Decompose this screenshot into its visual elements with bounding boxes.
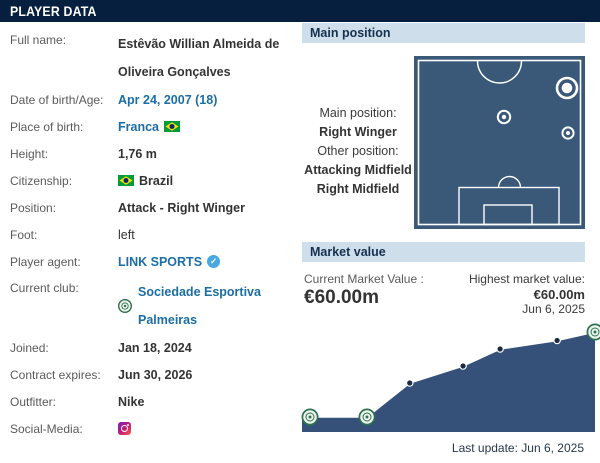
- main-position-header: Main position: [302, 23, 585, 43]
- main-position-label: Main position:: [319, 106, 397, 120]
- position-value: Attack - Right Winger: [118, 200, 245, 215]
- main-position-body: Main position: Right Winger Other positi…: [302, 43, 585, 232]
- page-header-bar: PLAYER DATA: [0, 0, 600, 22]
- agent-link[interactable]: LINK SPORTS: [118, 254, 203, 269]
- highest-value-amount: €60.00m: [533, 287, 585, 302]
- club-value: Sociedade Esportiva Palmeiras: [118, 275, 261, 334]
- dob-label: Date of birth/Age:: [10, 92, 104, 107]
- row-full-name: Full name: Estêvão Willian Almeida de Ol…: [10, 27, 298, 86]
- main-position-text: Main position: Right Winger Other positi…: [302, 76, 414, 199]
- citizenship-label: Citizenship:: [10, 173, 73, 188]
- outfitter-label: Outfitter:: [10, 394, 57, 409]
- birthplace-value: Franca: [118, 120, 180, 134]
- position-label: Position:: [10, 200, 57, 215]
- foot-value: left: [118, 227, 135, 242]
- right-panel: Main position Main position: Right Winge…: [301, 23, 600, 455]
- club-label: Current club:: [10, 281, 79, 295]
- joined-label: Joined:: [10, 340, 49, 355]
- penalty-arc: [497, 175, 522, 188]
- other-position-value-2: Right Midfield: [316, 182, 400, 196]
- height-label: Height:: [10, 146, 49, 161]
- outfitter-value: Nike: [118, 394, 145, 409]
- highest-market-value: Highest market value: €60.00m Jun 6, 202…: [468, 272, 585, 316]
- marker-attacking-midfield: [496, 109, 512, 124]
- page-title: PLAYER DATA: [10, 3, 97, 19]
- goal-area: [483, 203, 533, 225]
- player-data-panel: Full name: Estêvão Willian Almeida de Ol…: [0, 22, 298, 442]
- marker-right-winger-main: [555, 76, 579, 99]
- row-social-media: Social-Media:: [10, 415, 298, 442]
- highest-value-label: Highest market value:: [468, 272, 585, 286]
- market-value-summary: Current Market Value : €60.00m Highest m…: [302, 262, 585, 316]
- market-value-chart-area: [301, 315, 600, 435]
- center-circle-arc: [476, 60, 523, 84]
- current-value-amount: €60.00m: [304, 287, 380, 308]
- birthplace-link[interactable]: Franca: [118, 119, 159, 134]
- birthplace-label: Place of birth:: [10, 119, 84, 134]
- current-value-label: Current Market Value :: [304, 272, 424, 286]
- full-name-label: Full name:: [10, 33, 67, 47]
- club-link[interactable]: Sociedade Esportiva Palmeiras: [138, 285, 261, 327]
- other-position-value-1: Attacking Midfield: [304, 163, 412, 177]
- market-value-chart[interactable]: [301, 315, 600, 435]
- market-value-box: Market value Current Market Value : €60.…: [301, 242, 600, 455]
- main-position-value: Right Winger: [319, 125, 397, 139]
- row-position: Position: Attack - Right Winger: [10, 194, 298, 221]
- joined-value: Jan 18, 2024: [118, 340, 192, 355]
- citizenship-value: Brazil: [118, 174, 173, 188]
- brazil-flag-icon: [118, 175, 134, 186]
- foot-label: Foot:: [10, 227, 38, 242]
- brazil-flag-icon: [164, 121, 180, 132]
- row-joined: Joined: Jan 18, 2024: [10, 334, 298, 361]
- social-value: [118, 422, 131, 435]
- row-citizenship: Citizenship: Brazil: [10, 167, 298, 194]
- instagram-icon[interactable]: [118, 422, 131, 435]
- highest-value-date: Jun 6, 2025: [522, 302, 585, 316]
- other-position-label: Other position:: [317, 144, 399, 158]
- palmeiras-crest-icon[interactable]: [118, 299, 132, 313]
- main-position-box: Main position Main position: Right Winge…: [302, 23, 585, 232]
- full-name-value: Estêvão Willian Almeida de Oliveira Gonç…: [118, 37, 280, 79]
- height-value: 1,76 m: [118, 146, 157, 161]
- current-market-value: Current Market Value : €60.00m: [304, 272, 424, 315]
- market-value-header: Market value: [302, 242, 585, 262]
- last-update-text: Last update: Jun 6, 2025: [451, 441, 584, 455]
- row-date-of-birth: Date of birth/Age: Apr 24, 2007 (18): [10, 86, 298, 113]
- row-place-of-birth: Place of birth: Franca: [10, 113, 298, 140]
- agent-label: Player agent:: [10, 254, 81, 269]
- social-label: Social-Media:: [10, 421, 83, 436]
- agent-value: LINK SPORTS ✓: [118, 254, 221, 269]
- row-current-club: Current club: Sociedade Esportiva Palmei…: [10, 275, 298, 334]
- dob-link[interactable]: Apr 24, 2007 (18): [118, 92, 218, 107]
- row-foot: Foot: left: [10, 221, 298, 248]
- pitch-graphic: [414, 55, 585, 229]
- row-player-agent: Player agent: LINK SPORTS ✓: [10, 248, 298, 275]
- row-contract-expires: Contract expires: Jun 30, 2026: [10, 361, 298, 388]
- row-outfitter: Outfitter: Nike: [10, 388, 298, 415]
- contract-value: Jun 30, 2026: [118, 367, 193, 382]
- marker-right-midfield: [561, 125, 575, 140]
- contract-label: Contract expires:: [10, 367, 101, 382]
- row-height: Height: 1,76 m: [10, 140, 298, 167]
- verified-check-icon: ✓: [207, 255, 221, 268]
